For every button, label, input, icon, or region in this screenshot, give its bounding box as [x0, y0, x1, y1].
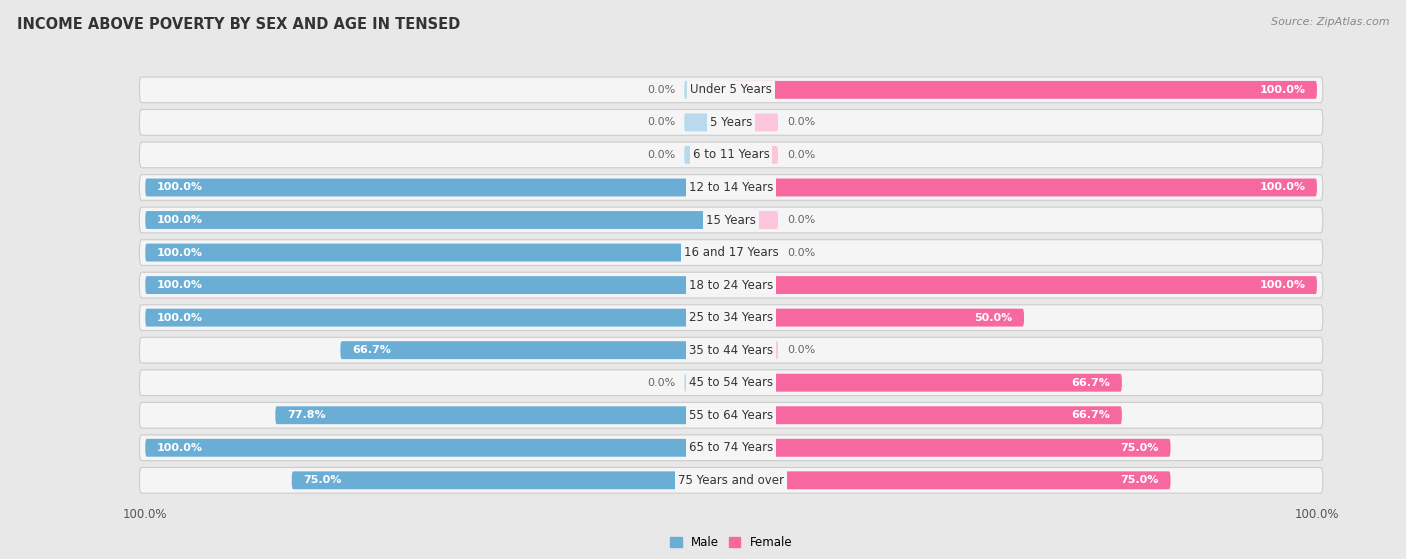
FancyBboxPatch shape — [145, 211, 731, 229]
FancyBboxPatch shape — [139, 207, 1323, 233]
Text: 75.0%: 75.0% — [1121, 475, 1159, 485]
Text: 100.0%: 100.0% — [1260, 85, 1305, 95]
FancyBboxPatch shape — [139, 370, 1323, 396]
Text: 12 to 14 Years: 12 to 14 Years — [689, 181, 773, 194]
FancyBboxPatch shape — [731, 244, 778, 262]
FancyBboxPatch shape — [139, 142, 1323, 168]
Text: 66.7%: 66.7% — [1071, 410, 1111, 420]
FancyBboxPatch shape — [139, 77, 1323, 103]
FancyBboxPatch shape — [145, 276, 731, 294]
FancyBboxPatch shape — [731, 309, 1024, 326]
FancyBboxPatch shape — [139, 467, 1323, 493]
FancyBboxPatch shape — [685, 81, 731, 99]
FancyBboxPatch shape — [145, 178, 731, 196]
FancyBboxPatch shape — [291, 471, 731, 489]
FancyBboxPatch shape — [139, 110, 1323, 135]
FancyBboxPatch shape — [139, 402, 1323, 428]
FancyBboxPatch shape — [731, 276, 1317, 294]
FancyBboxPatch shape — [685, 374, 731, 392]
FancyBboxPatch shape — [276, 406, 731, 424]
Text: 0.0%: 0.0% — [787, 345, 815, 355]
Text: 77.8%: 77.8% — [287, 410, 326, 420]
Text: 66.7%: 66.7% — [1071, 378, 1111, 388]
FancyBboxPatch shape — [139, 240, 1323, 266]
Text: 0.0%: 0.0% — [647, 378, 675, 388]
Legend: Male, Female: Male, Female — [665, 532, 797, 554]
Text: Source: ZipAtlas.com: Source: ZipAtlas.com — [1271, 17, 1389, 27]
Text: 0.0%: 0.0% — [787, 150, 815, 160]
Text: 100.0%: 100.0% — [157, 248, 202, 258]
FancyBboxPatch shape — [731, 471, 1170, 489]
FancyBboxPatch shape — [139, 435, 1323, 461]
FancyBboxPatch shape — [145, 309, 731, 326]
Text: 100.0%: 100.0% — [1260, 280, 1305, 290]
FancyBboxPatch shape — [340, 341, 731, 359]
FancyBboxPatch shape — [139, 272, 1323, 298]
Text: 100.0%: 100.0% — [157, 215, 202, 225]
Text: 45 to 54 Years: 45 to 54 Years — [689, 376, 773, 389]
FancyBboxPatch shape — [139, 305, 1323, 330]
FancyBboxPatch shape — [731, 374, 1122, 392]
Text: 100.0%: 100.0% — [157, 443, 202, 453]
FancyBboxPatch shape — [731, 341, 778, 359]
Text: 15 Years: 15 Years — [706, 214, 756, 226]
Text: 100.0%: 100.0% — [157, 182, 202, 192]
FancyBboxPatch shape — [731, 113, 778, 131]
Text: 0.0%: 0.0% — [787, 117, 815, 127]
FancyBboxPatch shape — [685, 113, 731, 131]
FancyBboxPatch shape — [145, 439, 731, 457]
FancyBboxPatch shape — [731, 146, 778, 164]
Text: 100.0%: 100.0% — [1260, 182, 1305, 192]
FancyBboxPatch shape — [731, 178, 1317, 196]
Text: 6 to 11 Years: 6 to 11 Years — [693, 149, 769, 162]
Text: 0.0%: 0.0% — [647, 85, 675, 95]
Text: 100.0%: 100.0% — [157, 312, 202, 323]
Text: 50.0%: 50.0% — [974, 312, 1012, 323]
FancyBboxPatch shape — [731, 406, 1122, 424]
Text: 100.0%: 100.0% — [157, 280, 202, 290]
Text: 18 to 24 Years: 18 to 24 Years — [689, 278, 773, 292]
Text: 75.0%: 75.0% — [304, 475, 342, 485]
FancyBboxPatch shape — [139, 337, 1323, 363]
Text: 55 to 64 Years: 55 to 64 Years — [689, 409, 773, 421]
FancyBboxPatch shape — [731, 81, 1317, 99]
Text: Under 5 Years: Under 5 Years — [690, 83, 772, 96]
Text: 35 to 44 Years: 35 to 44 Years — [689, 344, 773, 357]
Text: 5 Years: 5 Years — [710, 116, 752, 129]
Text: 0.0%: 0.0% — [787, 215, 815, 225]
Text: 65 to 74 Years: 65 to 74 Years — [689, 441, 773, 454]
Text: 16 and 17 Years: 16 and 17 Years — [683, 246, 779, 259]
Text: 75.0%: 75.0% — [1121, 443, 1159, 453]
Text: 0.0%: 0.0% — [787, 248, 815, 258]
Text: 25 to 34 Years: 25 to 34 Years — [689, 311, 773, 324]
Text: 0.0%: 0.0% — [647, 117, 675, 127]
FancyBboxPatch shape — [685, 146, 731, 164]
FancyBboxPatch shape — [731, 211, 778, 229]
Text: INCOME ABOVE POVERTY BY SEX AND AGE IN TENSED: INCOME ABOVE POVERTY BY SEX AND AGE IN T… — [17, 17, 460, 32]
Text: 0.0%: 0.0% — [647, 150, 675, 160]
Text: 75 Years and over: 75 Years and over — [678, 474, 785, 487]
Text: 66.7%: 66.7% — [352, 345, 391, 355]
FancyBboxPatch shape — [139, 174, 1323, 200]
FancyBboxPatch shape — [731, 439, 1170, 457]
FancyBboxPatch shape — [145, 244, 731, 262]
